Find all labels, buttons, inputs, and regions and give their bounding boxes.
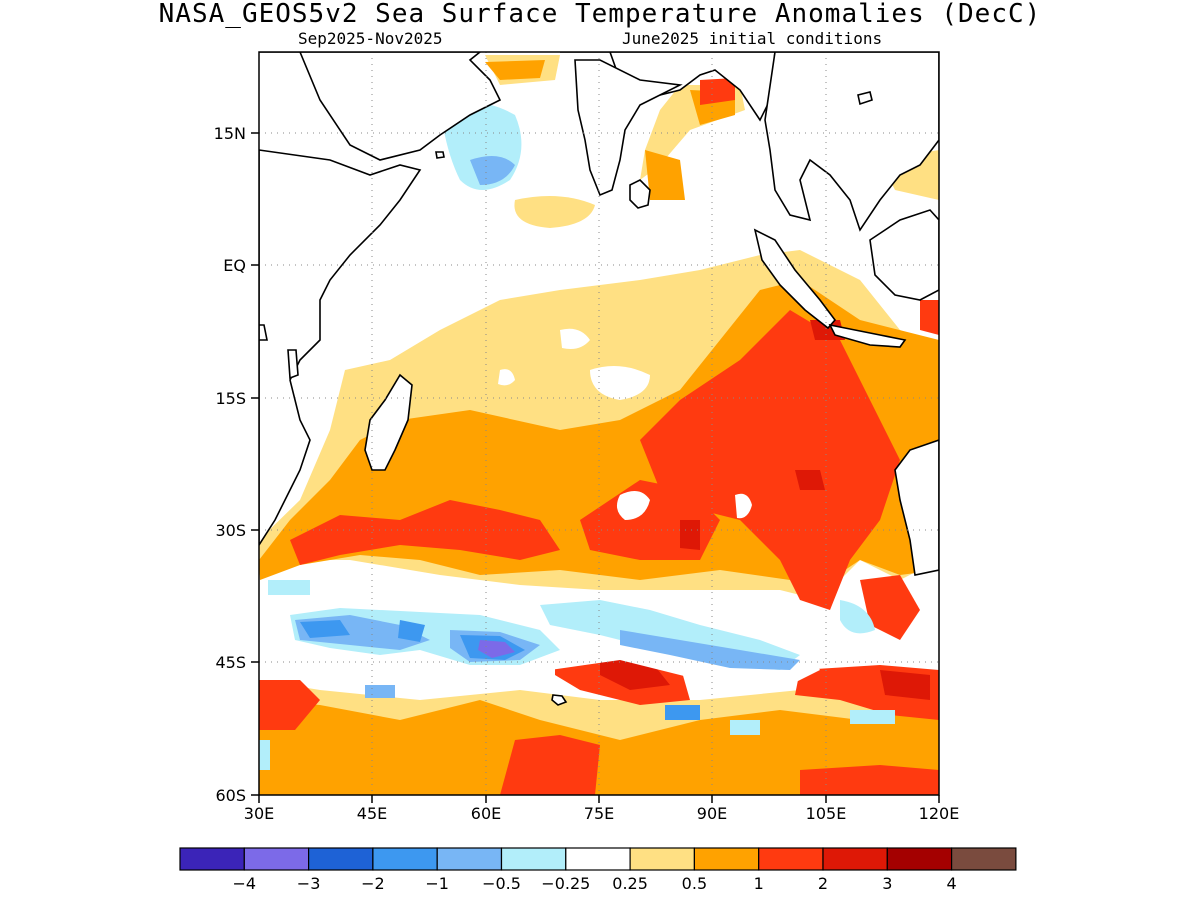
initial-conditions: June2025 initial conditions (622, 29, 883, 48)
colorbar-swatch (179, 847, 245, 871)
colorbar-swatch (629, 847, 695, 871)
colorbar-swatch (436, 847, 503, 871)
colorbar-label: 2 (818, 874, 828, 893)
colorbar-swatch (886, 847, 953, 871)
lat-label: 15S (215, 389, 246, 408)
tick-marks (251, 132, 940, 803)
lon-label: 105E (806, 804, 847, 823)
lat-label: 45S (215, 653, 246, 672)
colorbar-label: 0.5 (682, 874, 707, 893)
anomaly-region-cold (259, 75, 925, 770)
colorbar-label: −0.25 (541, 874, 590, 893)
colorbar-swatch (372, 847, 438, 871)
lat-label: 60S (215, 786, 246, 805)
colorbar-label: −2 (361, 874, 385, 893)
lon-label: 75E (584, 804, 614, 823)
colorbar-swatch (243, 847, 310, 871)
neutral-patches (498, 328, 752, 520)
lon-axis: 30E 45E 60E 75E 90E 105E 120E (244, 804, 960, 823)
colorbar-swatch (500, 847, 567, 871)
map-title: NASA_GEOS5v2 Sea Surface Temperature Ano… (158, 0, 1042, 29)
colorbar-label: 0.25 (612, 874, 648, 893)
colorbar-swatch (565, 847, 631, 871)
colorbar-label: 3 (882, 874, 892, 893)
colorbar-label: 4 (947, 874, 957, 893)
lon-label: 30E (244, 804, 274, 823)
colorbar-label: −4 (233, 874, 257, 893)
lat-label: 15N (214, 124, 246, 143)
colorbar-label: −0.5 (482, 874, 521, 893)
anomaly-field (259, 52, 939, 795)
colorbar-swatch (308, 847, 374, 871)
lat-label: 30S (215, 521, 246, 540)
colorbar-label: 1 (754, 874, 764, 893)
colorbar-swatch (950, 847, 1017, 871)
lon-label: 45E (357, 804, 387, 823)
colorbar-legend: −4 −3 −2 −1 −0.5 −0.25 0.25 0.5 1 2 3 4 (179, 847, 1017, 893)
colorbar-swatch (822, 847, 888, 871)
colorbar-swatch (758, 847, 824, 871)
lat-axis: 15N EQ 15S 30S 45S 60S (214, 124, 246, 805)
lon-label: 90E (697, 804, 727, 823)
colorbar-swatch (693, 847, 760, 871)
colorbar-label: −1 (425, 874, 449, 893)
colorbar-label: −3 (297, 874, 321, 893)
lat-label: EQ (223, 256, 246, 275)
forecast-period: Sep2025-Nov2025 (298, 29, 443, 48)
lon-label: 120E (919, 804, 960, 823)
lon-label: 60E (471, 804, 501, 823)
